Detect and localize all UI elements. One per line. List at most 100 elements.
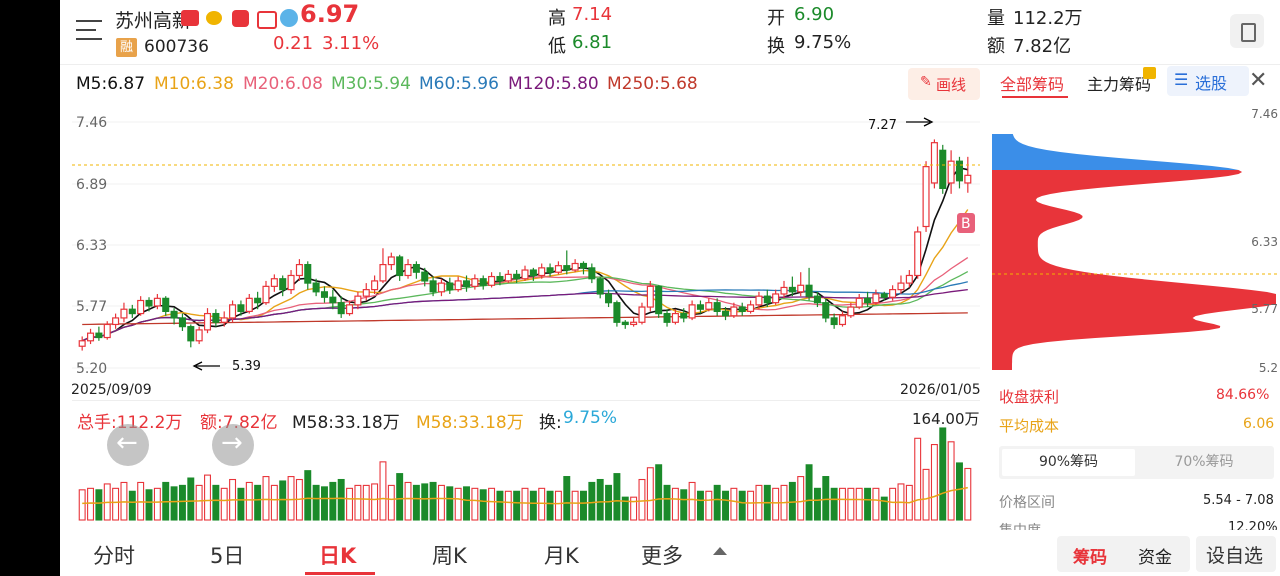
candle-body <box>170 310 178 319</box>
candle-body <box>462 280 471 287</box>
candle-body <box>755 295 763 306</box>
turnover-value: 9.75% <box>794 32 852 53</box>
candle-body <box>621 321 629 326</box>
amount-value: 7.82亿 <box>1013 36 1072 57</box>
volume-bar <box>312 484 320 521</box>
ma250-line <box>82 312 968 326</box>
low-mark-label: 5.39 <box>232 359 261 374</box>
candle-body <box>329 296 337 304</box>
volume-label: 量 <box>987 8 1005 29</box>
volume-bar <box>463 486 470 521</box>
amount-label: 额 <box>987 36 1005 57</box>
kline-chart[interactable]: 7.46 6.89 6.33 5.77 5.20 7.27 5.39 B <box>72 106 980 382</box>
candle-body <box>295 263 303 277</box>
candle-body <box>663 312 671 323</box>
candle-body <box>337 302 345 315</box>
eye-icon[interactable] <box>206 11 222 25</box>
candle-body <box>237 304 245 312</box>
candle-body <box>613 302 621 323</box>
add-watchlist-button[interactable]: 设自选 <box>1196 536 1276 572</box>
volume-bar <box>279 480 287 521</box>
candle-body <box>496 275 504 282</box>
candle-body <box>212 312 220 323</box>
tab-all-chips[interactable]: 全部筹码 <box>1000 75 1065 94</box>
add-watchlist-label: 设自选 <box>1206 545 1264 567</box>
arrow-left-icon: ← <box>116 428 138 458</box>
candle-body <box>153 297 161 307</box>
volume-bar <box>813 487 821 521</box>
bubble-icon[interactable] <box>280 9 298 27</box>
candle-body <box>571 262 579 271</box>
share-icon[interactable] <box>1230 14 1264 48</box>
filter-stock-button[interactable]: ☰ 选股 <box>1167 66 1249 96</box>
volume-bar <box>329 481 337 521</box>
filter-stock-label: 选股 <box>1195 74 1228 93</box>
chip-distribution-chart: 7.46 6.33 5.77 5.2 <box>992 107 1280 375</box>
tab-main-chips[interactable]: 主力筹码 <box>1087 75 1152 94</box>
buy-marker[interactable] <box>957 213 975 233</box>
high-label: 高 <box>548 8 566 29</box>
volume-bar <box>713 484 721 521</box>
close-icon[interactable]: ✕ <box>1249 68 1268 93</box>
seg-90-button[interactable]: 90%筹码 <box>1002 449 1135 476</box>
tab-daily-k[interactable]: 日K <box>319 544 357 568</box>
volume-bar <box>321 486 328 521</box>
current-price: 6.97 <box>300 0 360 28</box>
candle-body <box>195 329 203 342</box>
low-label: 低 <box>548 36 566 57</box>
seg-70-button[interactable]: 70%筹码 <box>1137 449 1271 476</box>
candle-body <box>747 304 755 312</box>
candle-body <box>320 291 329 298</box>
candle-body <box>847 306 855 317</box>
candle-body <box>87 332 95 342</box>
volume-bar <box>880 496 888 521</box>
price-change: 0.21 <box>273 33 314 54</box>
price-axis-label: 5.77 <box>76 299 107 315</box>
chip-segment-control: 90%筹码 70%筹码 <box>999 446 1274 479</box>
volume-bar <box>596 478 604 521</box>
prev-arrow-button[interactable]: ← <box>107 424 149 466</box>
menu-icon[interactable] <box>76 18 102 42</box>
volume-bar <box>521 487 529 521</box>
volume-bar <box>513 490 521 521</box>
candle-body <box>696 304 704 310</box>
turnover-label: 换 <box>767 36 785 57</box>
caret-up-icon[interactable] <box>713 547 727 555</box>
candle-body <box>346 304 354 315</box>
news-icon[interactable] <box>232 10 249 27</box>
total-volume: 总手:112.2万 <box>77 413 183 433</box>
candle-body <box>596 278 604 295</box>
chip-axis-label: 5.2 <box>1259 361 1278 375</box>
draw-line-button[interactable]: ✎ 画线 <box>908 68 980 100</box>
high-mark-label: 7.27 <box>868 118 897 133</box>
chat-icon[interactable] <box>257 11 277 29</box>
tab-monthly-k[interactable]: 月K <box>544 544 579 568</box>
volume-bar <box>437 484 445 521</box>
price-axis-label: 6.33 <box>76 238 107 254</box>
volume-bar <box>454 487 462 521</box>
candle-body <box>304 263 312 284</box>
tab-weekly-k[interactable]: 周K <box>432 544 467 568</box>
chips-button[interactable]: 筹码 <box>1073 548 1107 568</box>
volume-bar <box>855 487 863 521</box>
volume-max: 164.00万 <box>912 410 980 428</box>
buy-marker-label: B <box>961 216 971 232</box>
weibo-icon[interactable] <box>181 10 199 26</box>
low-arrowhead <box>192 361 203 371</box>
ma5-label: M5:6.87 <box>76 74 146 94</box>
tab-more[interactable]: 更多 <box>641 544 683 568</box>
tab-5day[interactable]: 5日 <box>210 544 245 568</box>
candle-body <box>521 269 529 280</box>
funds-button[interactable]: 资金 <box>1138 548 1172 568</box>
candle-body <box>178 317 186 328</box>
volume-chart <box>78 427 972 521</box>
volume-bar <box>889 487 897 521</box>
volume-bar <box>822 476 830 521</box>
tab-intraday[interactable]: 分时 <box>93 544 135 568</box>
stock-app: 苏州高新 6.97 融 600736 0.21 3.11% 高 7.14 低 6… <box>60 0 1280 576</box>
volume-bar <box>112 487 120 521</box>
avg-cost-value: 6.06 <box>1243 416 1275 432</box>
candle-body <box>605 293 613 304</box>
next-arrow-button[interactable]: → <box>212 424 254 466</box>
volume-bar <box>237 487 245 521</box>
